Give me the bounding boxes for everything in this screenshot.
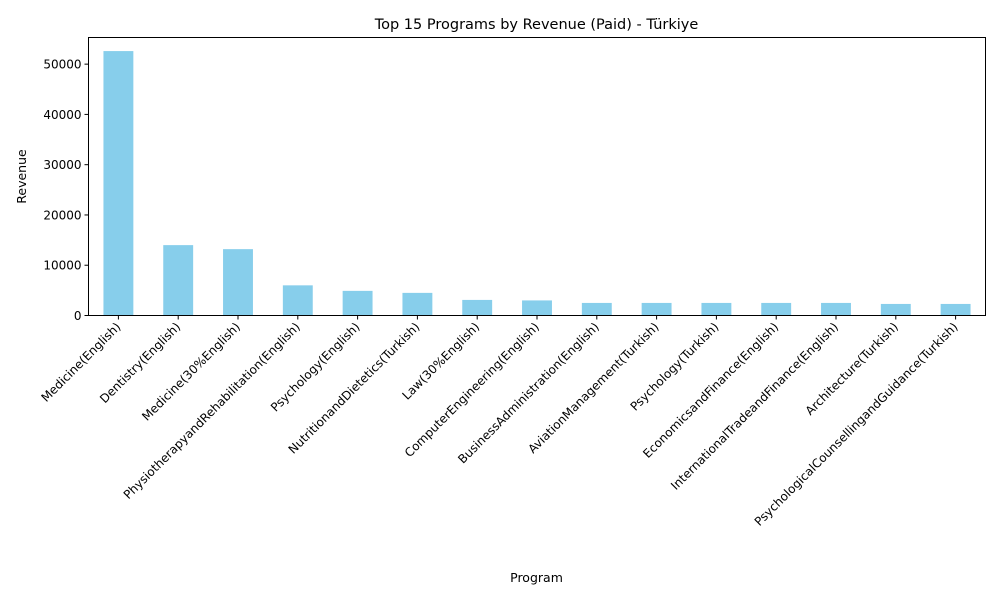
x-tick-label: NutritionandDietetics(Turkish)	[286, 320, 423, 457]
chart-title: Top 15 Programs by Revenue (Paid) - Türk…	[374, 17, 699, 33]
bar	[103, 51, 134, 316]
x-tick-label: Medicine(30%English)	[139, 320, 243, 424]
bar	[581, 302, 612, 316]
plot-frame	[88, 37, 986, 316]
bar	[462, 299, 493, 316]
bar	[163, 245, 194, 316]
y-tick-label: 30000	[43, 158, 81, 172]
bar	[342, 290, 373, 316]
bar	[223, 249, 253, 316]
bar	[282, 285, 313, 316]
y-tick-label: 0	[74, 309, 82, 323]
bar	[880, 303, 911, 316]
x-tick-label: AviationManagement(Turkish)	[525, 320, 661, 456]
bar	[641, 302, 672, 316]
bar	[761, 302, 792, 316]
bar	[402, 292, 433, 316]
x-axis-label: Program	[510, 570, 563, 585]
bars-layer	[103, 51, 971, 316]
y-axis-label: Revenue	[14, 149, 29, 204]
x-tick-label: PsychologicalCounsellingandGuidance(Turk…	[752, 320, 961, 529]
bar	[940, 303, 971, 316]
y-tick-label: 40000	[43, 108, 81, 122]
y-tick-label: 10000	[43, 259, 81, 273]
bar	[701, 302, 732, 316]
y-tick-label: 50000	[43, 58, 81, 72]
bar	[821, 302, 851, 316]
bar	[522, 300, 552, 316]
y-tick-label: 20000	[43, 208, 81, 222]
